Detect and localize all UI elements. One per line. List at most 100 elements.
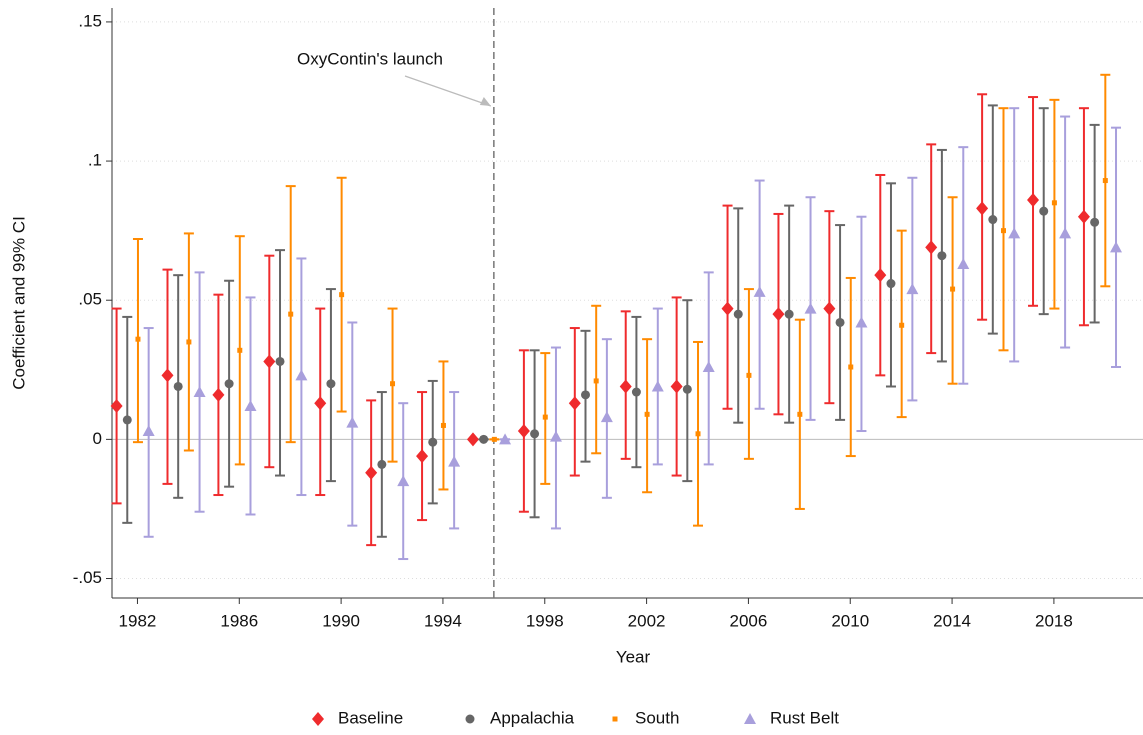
point bbox=[1039, 206, 1049, 216]
legend-label: Appalachia bbox=[490, 708, 575, 727]
point bbox=[1090, 217, 1100, 227]
point bbox=[288, 311, 294, 317]
point bbox=[377, 459, 387, 469]
point bbox=[702, 361, 715, 373]
point bbox=[135, 336, 141, 342]
point bbox=[397, 475, 410, 487]
point bbox=[886, 279, 896, 289]
point bbox=[1102, 178, 1108, 184]
legend-label: Baseline bbox=[338, 708, 403, 727]
x-tick-label: 2002 bbox=[628, 611, 666, 630]
point bbox=[733, 309, 743, 319]
point bbox=[651, 380, 664, 392]
point bbox=[695, 431, 701, 437]
point bbox=[1059, 227, 1072, 239]
annotation: OxyContin's launch bbox=[297, 49, 443, 68]
point bbox=[1077, 209, 1090, 224]
legend-marker bbox=[465, 714, 475, 724]
point bbox=[746, 372, 752, 378]
x-tick-label: 1990 bbox=[322, 611, 360, 630]
point bbox=[823, 301, 836, 316]
point bbox=[326, 379, 336, 389]
point bbox=[1051, 200, 1057, 206]
point bbox=[314, 396, 327, 411]
point bbox=[600, 411, 613, 423]
point bbox=[193, 386, 206, 398]
point bbox=[874, 268, 887, 283]
y-tick-label: 0 bbox=[93, 429, 102, 448]
point bbox=[1110, 241, 1123, 253]
point bbox=[855, 316, 868, 328]
point bbox=[784, 309, 794, 319]
point bbox=[753, 285, 766, 297]
point bbox=[295, 369, 308, 381]
y-tick-label: .15 bbox=[78, 11, 102, 30]
point bbox=[976, 201, 989, 216]
legend-label: Rust Belt bbox=[770, 708, 839, 727]
point bbox=[499, 433, 512, 445]
point bbox=[542, 414, 548, 420]
point bbox=[848, 364, 854, 370]
x-tick-label: 1986 bbox=[220, 611, 258, 630]
x-axis-title: Year bbox=[616, 647, 651, 666]
point bbox=[644, 411, 650, 417]
point bbox=[339, 292, 345, 298]
point bbox=[670, 379, 683, 394]
y-tick-label: -.05 bbox=[73, 568, 102, 587]
point bbox=[957, 258, 970, 270]
point bbox=[517, 424, 530, 439]
point bbox=[142, 425, 155, 437]
x-tick-label: 1994 bbox=[424, 611, 462, 630]
point bbox=[173, 381, 183, 391]
arrow-head bbox=[479, 97, 491, 106]
point bbox=[466, 432, 479, 447]
x-tick-label: 1998 bbox=[526, 611, 564, 630]
legend-label: South bbox=[635, 708, 679, 727]
point bbox=[1027, 193, 1040, 208]
point bbox=[772, 307, 785, 322]
y-axis-title: Coefficient and 99% CI bbox=[9, 216, 28, 390]
point bbox=[1008, 227, 1021, 239]
point bbox=[390, 381, 396, 387]
point bbox=[346, 416, 359, 428]
legend-marker bbox=[312, 712, 324, 726]
point bbox=[224, 379, 234, 389]
point bbox=[244, 399, 257, 411]
point bbox=[110, 398, 123, 413]
point bbox=[631, 387, 641, 397]
point bbox=[925, 240, 938, 255]
point bbox=[804, 302, 817, 314]
point bbox=[122, 415, 132, 425]
point bbox=[428, 437, 438, 447]
point bbox=[899, 322, 905, 328]
point bbox=[988, 215, 998, 225]
point bbox=[682, 384, 692, 394]
point bbox=[479, 434, 489, 444]
point bbox=[365, 465, 378, 480]
point bbox=[275, 356, 285, 366]
point bbox=[530, 429, 540, 439]
point bbox=[448, 455, 461, 467]
point bbox=[937, 251, 947, 261]
point bbox=[1000, 228, 1006, 234]
annotation-arrow bbox=[404, 75, 492, 107]
point bbox=[440, 422, 446, 428]
point bbox=[950, 286, 956, 292]
x-tick-label: 2006 bbox=[730, 611, 768, 630]
point bbox=[549, 430, 562, 442]
x-tick-label: 2014 bbox=[933, 611, 971, 630]
x-tick-label: 2018 bbox=[1035, 611, 1073, 630]
y-tick-label: .1 bbox=[88, 151, 102, 170]
point bbox=[593, 378, 599, 384]
point bbox=[797, 411, 803, 417]
point bbox=[237, 347, 243, 353]
point bbox=[161, 368, 174, 383]
x-tick-label: 1982 bbox=[119, 611, 157, 630]
point bbox=[721, 301, 734, 316]
y-tick-label: .05 bbox=[78, 290, 102, 309]
point bbox=[906, 283, 919, 295]
point bbox=[186, 339, 192, 345]
point bbox=[212, 387, 225, 402]
legend-marker bbox=[612, 716, 618, 722]
